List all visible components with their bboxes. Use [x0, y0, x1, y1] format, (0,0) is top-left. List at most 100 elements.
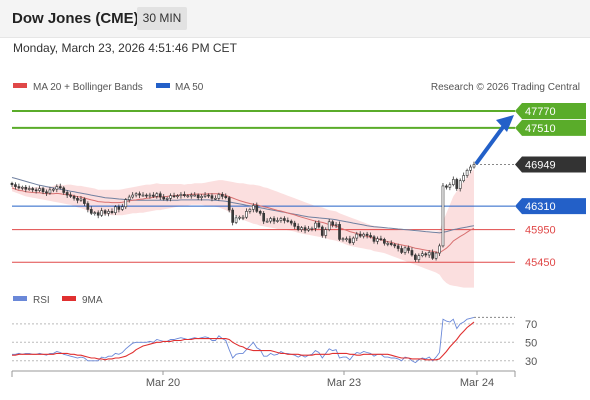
candle-down: [286, 220, 290, 222]
candle-down: [338, 224, 341, 240]
candle-down: [207, 194, 210, 197]
candle-up: [169, 195, 172, 199]
candle-up: [48, 189, 52, 194]
candle-up: [307, 228, 310, 231]
rsi-ma-line: [12, 321, 475, 361]
candle-up: [203, 194, 207, 197]
candle-down: [283, 218, 286, 221]
candle-up: [141, 194, 145, 197]
candle-up: [355, 233, 359, 239]
rsi-ma-legend-swatch: [62, 296, 76, 301]
candle-down: [369, 235, 372, 238]
candle-up: [234, 217, 238, 223]
candle-down: [296, 226, 300, 230]
candle-up: [276, 220, 279, 222]
candle-down: [431, 252, 434, 259]
rsi-tick-label: 70: [525, 319, 537, 331]
ma50-legend-swatch: [156, 83, 170, 88]
candle-down: [303, 227, 307, 231]
candle-down: [407, 247, 410, 251]
candle-up: [403, 247, 407, 253]
candle-down: [372, 236, 376, 242]
candle-up: [241, 216, 245, 219]
copyright-text: Research © 2026 Trading Central: [431, 82, 580, 93]
candle-down: [317, 222, 321, 228]
candle-up: [345, 238, 348, 241]
candle-down: [220, 194, 224, 197]
candle-up: [314, 222, 317, 229]
ma50-line: [11, 177, 475, 234]
candle-up: [458, 180, 462, 189]
candle-up: [248, 209, 252, 212]
candle-down: [393, 244, 397, 247]
candle-down: [331, 221, 334, 226]
candle-down: [41, 188, 45, 193]
candle-up: [279, 218, 283, 221]
candle-down: [117, 206, 121, 210]
candle-up: [79, 198, 83, 201]
candle-down: [272, 218, 276, 222]
candle-up: [21, 186, 24, 189]
candle-down: [145, 194, 148, 197]
candle-up: [52, 188, 55, 191]
header-bar: Dow Jones (CME) 30 MIN: [0, 0, 590, 38]
candle-up: [214, 198, 217, 200]
candle-up: [107, 211, 110, 214]
candle-down: [258, 211, 262, 214]
candle-down: [383, 239, 386, 244]
rsi-line: [12, 316, 475, 364]
candle-up: [341, 238, 345, 241]
resistance-price-tag: [515, 119, 586, 136]
candle-up: [451, 179, 455, 185]
candle-up: [93, 212, 97, 214]
candle-up: [127, 196, 131, 200]
candle-down: [293, 222, 297, 227]
candle-down: [410, 250, 414, 256]
candle-up: [465, 169, 469, 176]
candle-up: [155, 193, 159, 197]
support-level-label: 45950: [525, 225, 556, 237]
candle-down: [89, 209, 93, 214]
candle-up: [269, 218, 272, 222]
candle-up: [27, 188, 31, 190]
candle-down: [320, 226, 324, 236]
candle-down: [45, 191, 48, 194]
candle-up: [417, 255, 421, 260]
candle-up: [124, 199, 128, 208]
time-tick-label: Mar 24: [460, 377, 494, 389]
candle-up: [327, 221, 331, 230]
candle-down: [86, 203, 90, 210]
candle-down: [110, 211, 114, 213]
resistance-price-tag: [515, 102, 586, 119]
candle-down: [152, 194, 155, 197]
candle-up: [114, 206, 117, 213]
candle-up: [217, 194, 221, 199]
candle-up: [245, 211, 248, 218]
rsi-tick-label: 50: [525, 337, 537, 349]
candle-up: [448, 184, 452, 188]
rsi-plot: 30 50 70: [12, 316, 537, 368]
timeframe-badge[interactable]: 30 MIN: [137, 7, 187, 30]
candle-up: [334, 224, 338, 226]
candle-down: [69, 194, 72, 197]
candle-down: [24, 186, 28, 190]
candle-down: [262, 213, 266, 222]
candle-up: [300, 227, 303, 230]
candle-down: [389, 242, 393, 245]
candle-down: [414, 254, 417, 260]
candle-down: [210, 195, 214, 199]
candle-up: [376, 238, 379, 242]
candle-down: [83, 198, 86, 204]
candle-up: [434, 252, 438, 259]
candle-up: [186, 195, 190, 198]
last-price-tag: [515, 156, 586, 173]
candle-up: [165, 198, 169, 200]
bollinger-band: [12, 169, 474, 288]
candle-up: [252, 205, 255, 210]
candle-down: [365, 233, 369, 236]
candle-down: [14, 184, 17, 187]
candle-up: [386, 242, 390, 245]
support-level-label: 45450: [525, 257, 556, 269]
candle-up: [179, 194, 183, 197]
